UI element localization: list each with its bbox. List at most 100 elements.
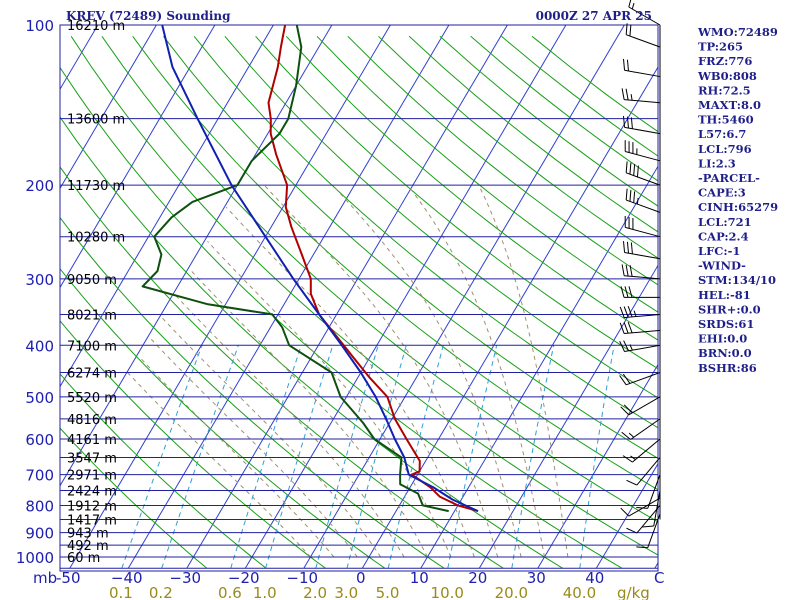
wind-barb bbox=[623, 241, 661, 260]
sounding-index-value: TH:5460 bbox=[698, 113, 754, 127]
pressure-unit-label: mb bbox=[33, 569, 57, 587]
temperature-tick-label: −20 bbox=[228, 569, 260, 587]
pressure-tick-label: 100 bbox=[25, 17, 54, 35]
moist-adiabat-line bbox=[161, 317, 382, 558]
mixing-ratio-tick-label: 0.6 bbox=[218, 584, 242, 600]
temperature-tick-label: −10 bbox=[286, 569, 318, 587]
sounding-index-value: BRN:0.0 bbox=[698, 346, 752, 360]
mixing-ratio-line bbox=[121, 345, 203, 569]
temperature-tick-label: −30 bbox=[169, 569, 201, 587]
wind-barb bbox=[620, 497, 661, 517]
wind-barb bbox=[642, 490, 661, 528]
sounding-index-value: RH:72.5 bbox=[698, 83, 751, 97]
dry-adiabat-line bbox=[378, 35, 658, 259]
dry-adiabat-line bbox=[316, 35, 658, 313]
wind-barb bbox=[619, 306, 661, 319]
mixing-ratio-line bbox=[447, 345, 498, 569]
moist-adiabat-line bbox=[207, 240, 452, 558]
wind-barb bbox=[626, 505, 661, 534]
sounding-index-value: WMO:72489 bbox=[697, 25, 778, 39]
mixing-ratio-tick-label: 5.0 bbox=[376, 584, 400, 600]
height-label: 1417 m bbox=[67, 513, 117, 528]
height-label: 1912 m bbox=[67, 499, 117, 514]
mixing-ratio-tick-label: 3.0 bbox=[334, 584, 358, 600]
moist-adiabat-line bbox=[225, 206, 475, 558]
isotherm-line bbox=[60, 25, 216, 289]
sounding-index-value: STM:134/10 bbox=[698, 273, 776, 287]
dry-adiabat-line bbox=[60, 216, 445, 569]
moist-adiabat-line bbox=[478, 184, 569, 558]
plot-frame bbox=[59, 24, 659, 572]
isotherm-line bbox=[69, 25, 391, 569]
dry-adiabat-line bbox=[101, 36, 658, 523]
sounding-index-value: CAP:2.4 bbox=[698, 229, 749, 243]
pressure-tick-label: 400 bbox=[25, 337, 54, 355]
height-label: 7100 m bbox=[67, 339, 117, 354]
pressure-tick-label: 500 bbox=[25, 389, 54, 407]
wind-barb bbox=[619, 340, 661, 353]
wind-barb bbox=[620, 396, 661, 416]
sounding-index-value: SRDS:61 bbox=[698, 317, 754, 331]
dry-adiabat-line bbox=[132, 36, 658, 491]
dry-adiabat-line bbox=[347, 35, 658, 286]
mixing-ratio-line bbox=[387, 345, 444, 569]
mixing-ratio-tick-label: 20.0 bbox=[495, 584, 528, 600]
wind-barb bbox=[623, 115, 661, 135]
mixing-ratio-tick-label: 10.0 bbox=[431, 584, 464, 600]
wind-barb bbox=[636, 513, 661, 549]
dry-adiabat-line bbox=[60, 66, 623, 569]
moist-adiabat-line bbox=[127, 372, 311, 558]
height-label: 5520 m bbox=[67, 391, 117, 406]
temperature-tick-label: 0 bbox=[356, 569, 366, 587]
chart-title: KREV (72489) Sounding bbox=[66, 9, 231, 23]
isotherm-line bbox=[186, 25, 508, 569]
background-grid bbox=[60, 25, 658, 569]
height-label: 4816 m bbox=[67, 413, 117, 428]
dry-adiabat-line bbox=[224, 35, 658, 399]
isotherm-line bbox=[60, 25, 157, 190]
sounding-index-value: L57:6.7 bbox=[698, 127, 746, 141]
mixing-ratio-tick-label: 1.0 bbox=[253, 584, 277, 600]
moist-adiabat-line bbox=[191, 270, 428, 558]
mixing-ratio-tick-label: 40.0 bbox=[563, 584, 596, 600]
height-label: 10280 m bbox=[67, 231, 125, 246]
height-label: 6274 m bbox=[67, 367, 117, 382]
temperature-tick-label: 20 bbox=[468, 569, 487, 587]
sounding-index-value: -WIND- bbox=[698, 259, 746, 273]
sounding-indices-panel: WMO:72489TP:265FRZ:776WB0:808RH:72.5MAXT… bbox=[697, 25, 778, 375]
height-label: 492 m bbox=[67, 539, 109, 554]
mixing-ratio-line bbox=[265, 345, 334, 569]
mixing-ratio-line bbox=[346, 345, 407, 569]
sounding-index-value: LCL:796 bbox=[698, 142, 752, 156]
isotherm-line bbox=[478, 264, 658, 569]
isotherm-line bbox=[361, 66, 658, 569]
height-label: 11730 m bbox=[67, 179, 125, 194]
sounding-index-value: -PARCEL- bbox=[698, 171, 760, 185]
wind-barb bbox=[628, 0, 661, 26]
mixing-ratio-line bbox=[315, 345, 379, 569]
wind-barb bbox=[619, 321, 661, 335]
dry-adiabat-line bbox=[60, 427, 208, 569]
wind-barb bbox=[621, 88, 661, 104]
sounding-index-value: FRZ:776 bbox=[698, 54, 752, 68]
wind-barb bbox=[620, 286, 660, 298]
sounding-index-value: LFC:-1 bbox=[698, 244, 740, 258]
wind-barb bbox=[621, 418, 661, 440]
height-label: 3547 m bbox=[67, 451, 117, 466]
wind-barb bbox=[625, 188, 661, 213]
height-label: 8021 m bbox=[67, 308, 117, 323]
dry-adiabat-line bbox=[255, 35, 658, 370]
height-label: 16210 m bbox=[67, 19, 125, 34]
isotherm-line bbox=[595, 462, 658, 569]
height-label: 943 m bbox=[67, 527, 109, 542]
dry-adiabat-line bbox=[60, 373, 267, 569]
pressure-tick-label: 900 bbox=[25, 525, 54, 543]
pressure-tick-label: 300 bbox=[25, 271, 54, 289]
mixing-ratio-line bbox=[161, 345, 239, 569]
wind-barb bbox=[623, 58, 661, 78]
dewpoint-trace bbox=[141, 25, 449, 513]
pressure-tick-label: 700 bbox=[25, 467, 54, 485]
pressure-tick-label: 800 bbox=[25, 497, 54, 515]
wind-barb bbox=[625, 23, 661, 48]
